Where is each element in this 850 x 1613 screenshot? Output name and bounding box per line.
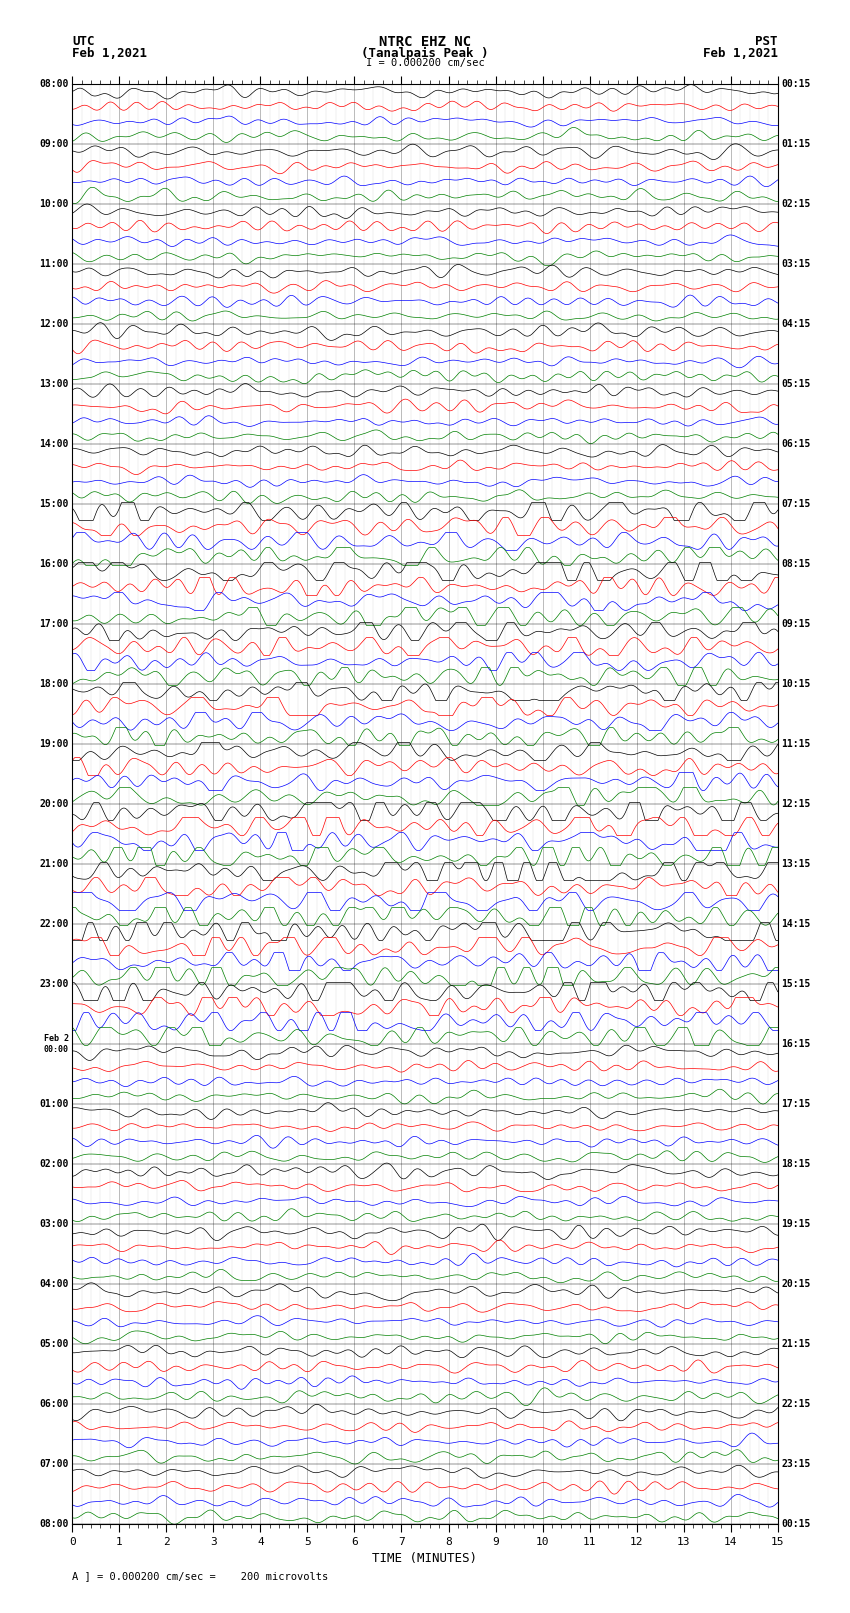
Text: 23:15: 23:15: [781, 1460, 811, 1469]
Text: 09:15: 09:15: [781, 619, 811, 629]
Text: 00:15: 00:15: [781, 79, 811, 89]
Text: A ] = 0.000200 cm/sec =    200 microvolts: A ] = 0.000200 cm/sec = 200 microvolts: [72, 1571, 328, 1581]
Text: 10:00: 10:00: [39, 198, 69, 210]
Text: 06:00: 06:00: [39, 1398, 69, 1410]
Text: 08:00: 08:00: [39, 1519, 69, 1529]
Text: 05:00: 05:00: [39, 1339, 69, 1348]
Text: 08:00: 08:00: [39, 79, 69, 89]
Text: 16:15: 16:15: [781, 1039, 811, 1048]
Text: Feb 1,2021: Feb 1,2021: [703, 47, 778, 60]
Text: (Tanalpais Peak ): (Tanalpais Peak ): [361, 47, 489, 60]
Text: 20:00: 20:00: [39, 798, 69, 810]
Text: 04:00: 04:00: [39, 1279, 69, 1289]
Text: 22:15: 22:15: [781, 1398, 811, 1410]
Text: 18:15: 18:15: [781, 1160, 811, 1169]
Text: 11:00: 11:00: [39, 260, 69, 269]
Text: UTC: UTC: [72, 35, 94, 48]
Text: 16:00: 16:00: [39, 560, 69, 569]
Text: Feb 1,2021: Feb 1,2021: [72, 47, 147, 60]
Text: 07:00: 07:00: [39, 1460, 69, 1469]
Text: 01:00: 01:00: [39, 1098, 69, 1110]
Text: 21:00: 21:00: [39, 860, 69, 869]
Text: 09:00: 09:00: [39, 139, 69, 148]
Text: 03:00: 03:00: [39, 1219, 69, 1229]
Text: 02:00: 02:00: [39, 1160, 69, 1169]
Text: I = 0.000200 cm/sec: I = 0.000200 cm/sec: [366, 58, 484, 68]
Text: 14:15: 14:15: [781, 919, 811, 929]
Text: 10:15: 10:15: [781, 679, 811, 689]
Text: 07:15: 07:15: [781, 498, 811, 510]
Text: 19:15: 19:15: [781, 1219, 811, 1229]
Text: 03:15: 03:15: [781, 260, 811, 269]
Text: 06:15: 06:15: [781, 439, 811, 448]
Text: 08:15: 08:15: [781, 560, 811, 569]
Text: NTRC EHZ NC: NTRC EHZ NC: [379, 35, 471, 50]
Text: PST: PST: [756, 35, 778, 48]
Text: 13:00: 13:00: [39, 379, 69, 389]
Text: 12:00: 12:00: [39, 319, 69, 329]
Text: 11:15: 11:15: [781, 739, 811, 748]
Text: 18:00: 18:00: [39, 679, 69, 689]
Text: 01:15: 01:15: [781, 139, 811, 148]
Text: 17:15: 17:15: [781, 1098, 811, 1110]
Text: 19:00: 19:00: [39, 739, 69, 748]
Text: 04:15: 04:15: [781, 319, 811, 329]
Text: 20:15: 20:15: [781, 1279, 811, 1289]
Text: 15:00: 15:00: [39, 498, 69, 510]
Text: 00:15: 00:15: [781, 1519, 811, 1529]
Text: 05:15: 05:15: [781, 379, 811, 389]
X-axis label: TIME (MINUTES): TIME (MINUTES): [372, 1552, 478, 1565]
Text: 13:15: 13:15: [781, 860, 811, 869]
Text: 12:15: 12:15: [781, 798, 811, 810]
Text: 14:00: 14:00: [39, 439, 69, 448]
Text: 22:00: 22:00: [39, 919, 69, 929]
Text: Feb 2
00:00: Feb 2 00:00: [43, 1034, 69, 1053]
Text: 02:15: 02:15: [781, 198, 811, 210]
Text: 23:00: 23:00: [39, 979, 69, 989]
Text: 15:15: 15:15: [781, 979, 811, 989]
Text: 17:00: 17:00: [39, 619, 69, 629]
Text: 21:15: 21:15: [781, 1339, 811, 1348]
